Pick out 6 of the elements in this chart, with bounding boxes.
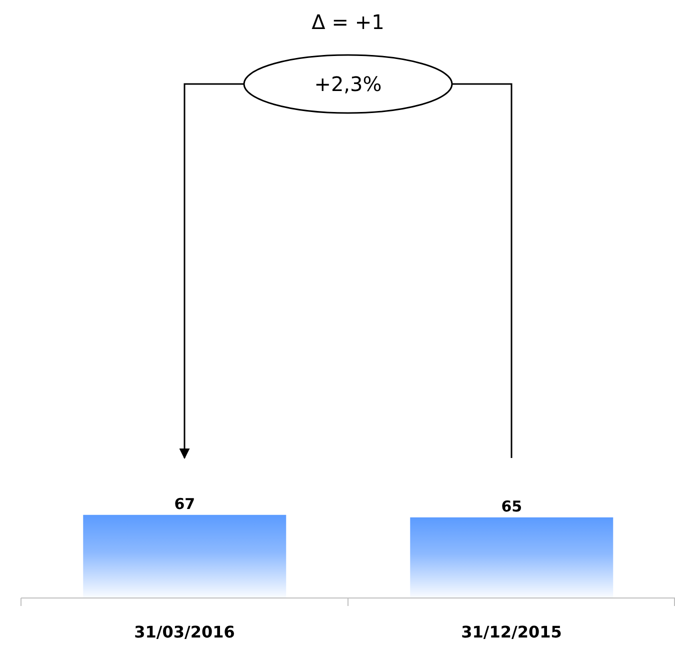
data-label: 67 [174,494,196,513]
data-label: 65 [501,497,522,516]
text: Δ = +1 [312,10,384,34]
x-tick-label: 31/12/2015 [461,622,562,642]
text: +2,3% [314,72,382,96]
x-tick-label: 31/03/2016 [134,622,235,642]
